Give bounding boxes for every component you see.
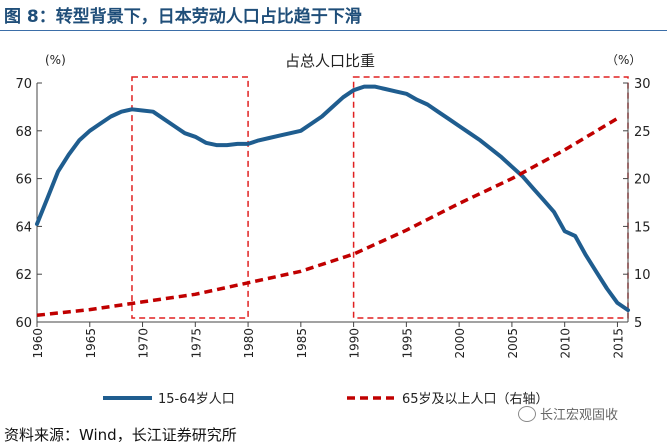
right-tick-label: 20 [634, 173, 651, 188]
left-tick-label: 64 [15, 220, 32, 235]
wechat-icon [518, 405, 536, 422]
right-tick-label: 25 [634, 125, 651, 140]
x-tick-label: 1970 [137, 328, 151, 359]
highlight-box-1 [131, 76, 249, 319]
series-line-2 [36, 116, 619, 318]
left-tick-label: 68 [15, 125, 32, 140]
right-axis-unit: （%） [606, 53, 641, 67]
x-tick-label: 1965 [84, 328, 98, 359]
source-note: 资料来源：Wind，长江证券研究所 [4, 426, 237, 444]
x-tick-label: 1990 [348, 328, 362, 359]
x-tick-label: 1980 [242, 328, 256, 359]
left-tick-label: 62 [15, 268, 32, 283]
watermark: 长江宏观固收 [518, 404, 618, 423]
highlight-box-2 [352, 76, 629, 319]
chart-title: 占总人口比重 [285, 52, 375, 70]
legend-label-2: 65岁及以上人口（右轴） [402, 392, 549, 407]
x-tick-label: 1960 [31, 328, 45, 359]
left-tick-label: 66 [15, 173, 32, 188]
right-tick-label: 10 [634, 268, 651, 283]
x-tick-label: 2000 [453, 328, 467, 359]
x-tick-label: 2015 [611, 328, 625, 359]
series-line-1 [35, 84, 630, 313]
x-tick-label: 1995 [400, 328, 414, 359]
right-tick-label: 15 [634, 220, 651, 235]
right-tick-label: 30 [634, 77, 651, 92]
legend-label-1: 15-64岁人口 [158, 392, 235, 407]
figure-title: 图 8：转型背景下，日本劳动人口占比趋于下滑 [4, 7, 362, 27]
x-tick-label: 1985 [295, 328, 309, 359]
left-axis-unit: (%) [45, 53, 66, 67]
x-tick-label: 2010 [559, 328, 573, 359]
x-tick-label: 2005 [506, 328, 520, 359]
title-divider [0, 30, 667, 31]
left-tick-label: 60 [15, 316, 32, 331]
watermark-text: 长江宏观固收 [540, 408, 619, 423]
x-tick-label: 1975 [189, 328, 203, 359]
right-tick-label: 5 [634, 316, 642, 331]
left-tick-label: 70 [15, 77, 32, 92]
